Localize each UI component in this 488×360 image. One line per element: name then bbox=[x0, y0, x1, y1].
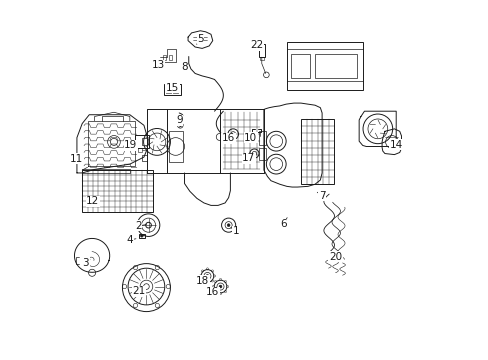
Text: 5: 5 bbox=[197, 34, 203, 44]
Bar bbox=[163, 55, 166, 60]
Text: 16: 16 bbox=[206, 287, 219, 297]
Text: 13: 13 bbox=[151, 60, 164, 70]
Text: 4: 4 bbox=[126, 235, 133, 245]
Text: 20: 20 bbox=[328, 252, 342, 262]
Text: 17: 17 bbox=[242, 153, 255, 163]
Circle shape bbox=[205, 275, 208, 277]
Text: 12: 12 bbox=[86, 196, 99, 206]
Text: 16: 16 bbox=[222, 133, 235, 143]
Text: 19: 19 bbox=[124, 140, 137, 150]
Bar bbox=[258, 148, 266, 159]
Bar bbox=[173, 86, 178, 93]
Text: 9: 9 bbox=[176, 115, 182, 125]
Bar bbox=[286, 42, 362, 90]
Text: 22: 22 bbox=[250, 40, 263, 50]
Text: 7: 7 bbox=[318, 191, 325, 201]
Bar bbox=[138, 148, 142, 153]
Text: 10: 10 bbox=[244, 133, 257, 143]
Circle shape bbox=[219, 285, 222, 288]
Bar bbox=[258, 44, 264, 57]
Text: 1: 1 bbox=[232, 226, 239, 236]
Text: 8: 8 bbox=[181, 62, 187, 72]
Text: 15: 15 bbox=[165, 82, 179, 93]
Text: 3: 3 bbox=[82, 258, 89, 268]
Bar bbox=[82, 170, 152, 212]
Bar bbox=[164, 84, 181, 95]
Bar bbox=[260, 57, 263, 60]
Bar bbox=[258, 131, 266, 145]
Bar bbox=[135, 135, 149, 148]
Bar bbox=[290, 54, 310, 78]
Bar bbox=[168, 55, 172, 60]
Text: 6: 6 bbox=[280, 219, 286, 229]
Bar bbox=[166, 86, 170, 93]
Bar bbox=[168, 131, 183, 162]
Circle shape bbox=[227, 224, 229, 226]
Text: 11: 11 bbox=[70, 154, 83, 164]
Text: 14: 14 bbox=[389, 140, 402, 150]
Bar bbox=[139, 234, 145, 238]
Bar bbox=[314, 54, 357, 78]
Text: 18: 18 bbox=[196, 275, 209, 285]
Circle shape bbox=[140, 234, 143, 237]
Text: 2: 2 bbox=[135, 221, 142, 231]
Text: 21: 21 bbox=[132, 286, 145, 296]
Bar bbox=[300, 119, 334, 184]
